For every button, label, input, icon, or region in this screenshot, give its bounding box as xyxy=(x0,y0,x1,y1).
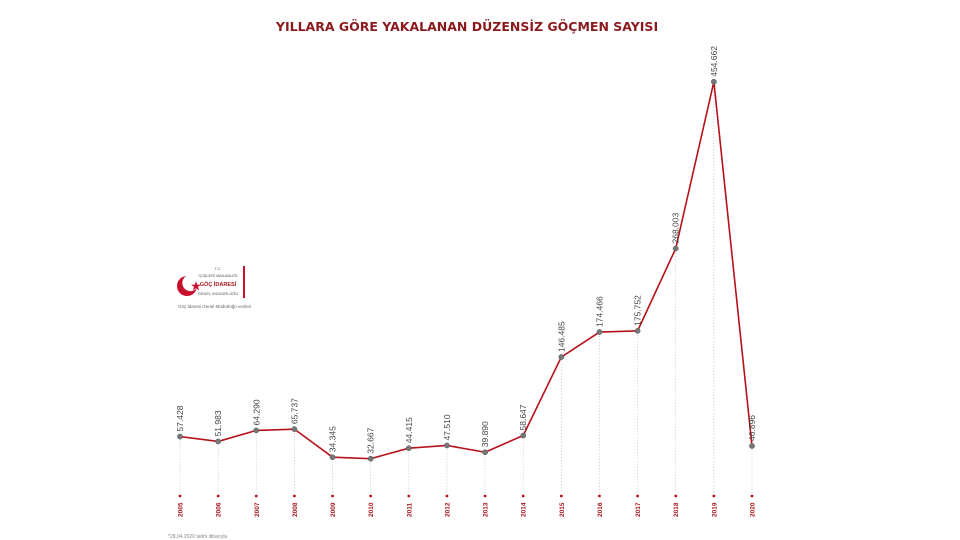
data-point-2011 xyxy=(405,445,412,452)
year-label-2010: 2010 xyxy=(368,502,375,517)
series-line-group xyxy=(179,80,753,460)
year-label-2017: 2017 xyxy=(635,502,642,517)
year-label-2011: 2011 xyxy=(406,503,413,517)
value-label-2019: 454.662 xyxy=(709,46,719,77)
data-point-2006 xyxy=(215,438,221,445)
logo-line-2: İÇİŞLERİ BAKANLIĞI xyxy=(199,273,238,278)
year-label-2014: 2014 xyxy=(521,502,528,517)
axis-dot-2013 xyxy=(483,494,487,498)
logo-caption: Göç İdaresi Genel Müdürlüğü verileri xyxy=(178,303,251,309)
year-label-2015: 2015 xyxy=(559,502,566,517)
year-label-2019: 2019 xyxy=(711,502,718,517)
chart-title: YILLARA GÖRE YAKALANAN DÜZENSİZ GÖÇMEN S… xyxy=(275,19,658,34)
year-label-2016: 2016 xyxy=(597,502,604,517)
logo-line-1: T.C. xyxy=(214,266,221,271)
logo-divider xyxy=(243,266,245,298)
axis-dot-2010 xyxy=(369,494,373,498)
axis-dot-2019 xyxy=(712,494,716,498)
value-label-2009: 34.345 xyxy=(328,426,338,452)
value-label-2015: 146.485 xyxy=(556,321,566,352)
data-point-2017 xyxy=(634,328,641,334)
year-label-2018: 2018 xyxy=(673,502,680,517)
axis-dot-2012 xyxy=(445,494,449,498)
data-point-2009 xyxy=(329,454,336,461)
value-label-2006: 51.983 xyxy=(213,410,223,436)
year-label-2012: 2012 xyxy=(444,502,451,517)
data-point-2012 xyxy=(444,442,450,449)
value-label-2011: 44.415 xyxy=(404,417,414,443)
value-label-2008: 65.737 xyxy=(289,398,299,424)
axis-dot-2005 xyxy=(178,494,182,498)
year-label-2008: 2008 xyxy=(292,502,299,517)
value-label-2014: 58.647 xyxy=(518,404,528,430)
vertical-guides xyxy=(178,85,754,498)
data-point-2016 xyxy=(596,329,603,335)
data-point-2008 xyxy=(291,426,298,432)
value-label-2010: 32.667 xyxy=(366,427,376,453)
axis-dot-2006 xyxy=(216,494,220,498)
value-label-2005: 57.428 xyxy=(175,405,185,431)
data-points xyxy=(177,78,755,462)
year-label-2013: 2013 xyxy=(483,502,490,517)
data-point-2010 xyxy=(367,455,374,462)
axis-dot-2014 xyxy=(521,494,525,498)
value-label-2017: 175.752 xyxy=(633,295,643,326)
year-labels: 2005 2006 2007 2008 2009 2010 2011 2012 2013 2014… xyxy=(178,502,757,517)
goc-idaresi-logo: T.C. İÇİŞLERİ BAKANLIĞI GÖÇ İDARESİ GENE… xyxy=(177,266,251,309)
axis-dot-2016 xyxy=(598,494,601,498)
logo-line-3: GÖÇ İDARESİ xyxy=(200,281,237,288)
axis-dot-2020 xyxy=(750,494,754,498)
value-labels: 57.428 51.983 64.290 65.737 34.345 32.667 44.4… xyxy=(175,46,757,454)
axis-dot-2007 xyxy=(254,494,258,498)
year-label-2020: 2020 xyxy=(750,502,757,517)
footnote: *28.04.2020 tarihi itibarıyla xyxy=(168,534,227,540)
value-label-2012: 47.510 xyxy=(442,414,452,440)
value-label-2018: 268.003 xyxy=(671,212,681,243)
year-label-2005: 2005 xyxy=(178,502,185,517)
data-point-2007 xyxy=(253,427,260,434)
value-label-2016: 174.466 xyxy=(594,296,604,327)
axis-dot-2008 xyxy=(293,494,296,498)
data-point-2015 xyxy=(558,354,565,360)
axis-dot-2009 xyxy=(331,494,334,498)
crescent-star-icon xyxy=(177,274,201,296)
axis-dot-2011 xyxy=(407,494,411,498)
data-point-2005 xyxy=(177,433,183,440)
year-label-2006: 2006 xyxy=(216,502,223,517)
value-label-2013: 39.890 xyxy=(480,421,490,447)
series-line xyxy=(179,80,753,460)
year-label-2007: 2007 xyxy=(254,502,261,517)
axis-dot-2015 xyxy=(559,494,563,498)
data-point-2013 xyxy=(482,449,488,456)
data-point-2020 xyxy=(749,443,755,449)
logo-line-4: GENEL MÜDÜRLÜĞÜ xyxy=(198,291,239,296)
year-label-2009: 2009 xyxy=(330,502,337,517)
value-label-2007: 64.290 xyxy=(251,399,261,425)
data-point-2014 xyxy=(520,432,527,439)
axis-dot-2017 xyxy=(636,494,639,498)
axis-dot-2018 xyxy=(674,494,678,498)
value-label-2020: 46.896 xyxy=(747,415,757,441)
data-point-2019 xyxy=(711,78,717,85)
data-point-2018 xyxy=(672,245,679,252)
